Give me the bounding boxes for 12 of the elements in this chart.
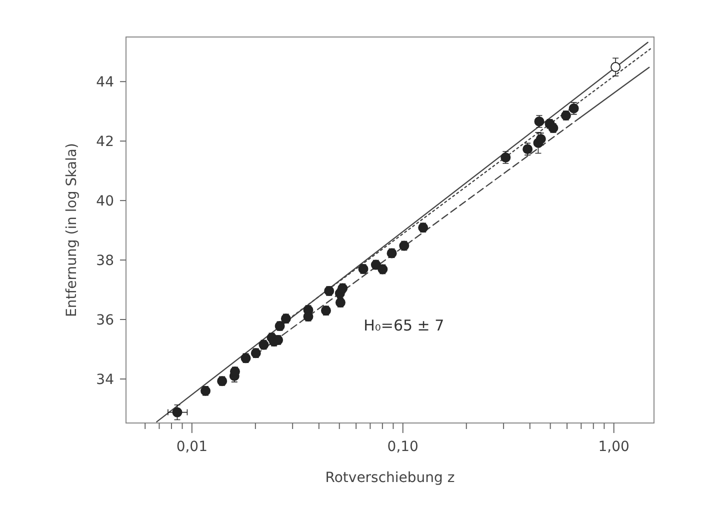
y-tick-label: 40 xyxy=(96,194,114,210)
x-tick-label: 0,01 xyxy=(176,439,208,455)
y-tick-label: 42 xyxy=(96,134,114,150)
x-axis-title: Rotverschiebung z xyxy=(325,470,455,486)
x-tick-label: 1,00 xyxy=(598,439,630,455)
y-axis-title: Entfernung (in log Skala) xyxy=(64,143,80,317)
annotation: H₀=65 ± 7 xyxy=(364,316,444,334)
y-tick-label: 34 xyxy=(96,372,114,388)
y-tick-label: 44 xyxy=(96,74,114,91)
x-tick-label: 0,10 xyxy=(387,439,418,455)
y-tick-label: 36 xyxy=(96,312,114,329)
y-tick-label: 38 xyxy=(96,253,114,270)
